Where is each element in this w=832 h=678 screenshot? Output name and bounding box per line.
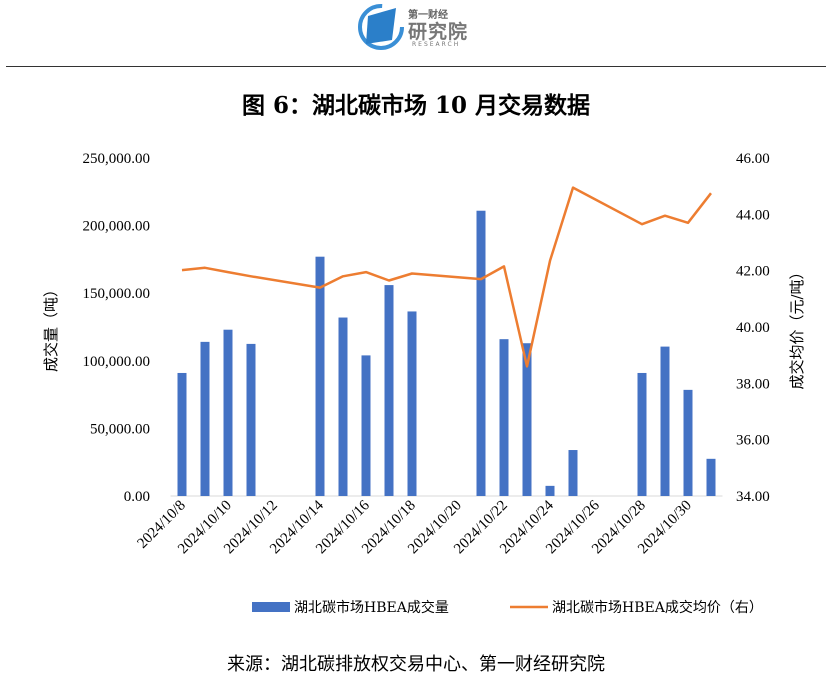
bar-2024/10/22	[499, 339, 509, 496]
logo-sub-text: RESEARCH	[412, 41, 461, 48]
bar-2024/10/9	[200, 341, 210, 496]
bar-2024/10/21	[476, 210, 486, 496]
price-line	[181, 186, 712, 368]
y-left-tick-label: 0.00	[124, 489, 150, 505]
bar-2024/10/17	[384, 285, 394, 496]
y-right-axis-title: 成交均价（元/吨）	[788, 264, 806, 389]
y-right-tick-label: 42.00	[736, 264, 770, 280]
bar-2024/10/11	[246, 343, 256, 496]
y-right-tick-label: 36.00	[736, 433, 770, 449]
y-right-tick-label: 44.00	[736, 207, 770, 223]
header-divider	[6, 66, 826, 67]
legend-bar-label: 湖北碳市场HBEA成交量	[294, 599, 449, 616]
logo-main-text: 研究院	[408, 21, 469, 43]
legend-bar-swatch	[252, 602, 290, 612]
bar-2024/10/31	[706, 458, 716, 496]
source-note: 来源：湖北碳排放权交易中心、第一财经研究院	[227, 654, 605, 675]
y-left-tick-label: 150,000.00	[83, 286, 151, 302]
bar-2024/10/15	[338, 317, 348, 496]
logo-top-text: 第一财经	[408, 10, 448, 21]
y-right-tick-label: 40.00	[736, 320, 770, 336]
y-left-tick-label: 250,000.00	[83, 151, 151, 167]
bar-2024/10/24	[545, 485, 555, 496]
y-right-tick-label: 38.00	[736, 376, 770, 392]
y-right-tick-label: 46.00	[736, 151, 770, 167]
bar-2024/10/28	[637, 372, 647, 496]
chart-title: 图 6：湖北碳市场 10 月交易数据	[241, 92, 591, 119]
y-left-tick-label: 100,000.00	[83, 354, 151, 370]
bar-2024/10/25	[568, 450, 578, 496]
y-left-axis-title: 成交量（吨）	[42, 282, 60, 372]
bar-2024/10/29	[660, 346, 670, 496]
legend-line-label: 湖北碳市场HBEA成交均价（右）	[552, 599, 763, 616]
y-right-tick-label: 34.00	[736, 489, 770, 505]
logo-emblem-icon	[358, 4, 404, 50]
bar-2024/10/30	[683, 389, 693, 496]
bar-2024/10/18	[407, 311, 417, 496]
y-left-tick-label: 200,000.00	[83, 219, 151, 235]
bar-2024/10/23	[522, 343, 532, 496]
bar-2024/10/10	[223, 329, 233, 496]
logo: 第一财经 研究院 RESEARCH	[356, 2, 486, 52]
y-left-tick-label: 50,000.00	[90, 421, 150, 437]
bar-2024/10/14	[315, 256, 325, 496]
bar-2024/10/8	[177, 372, 187, 496]
bar-2024/10/16	[361, 355, 371, 496]
